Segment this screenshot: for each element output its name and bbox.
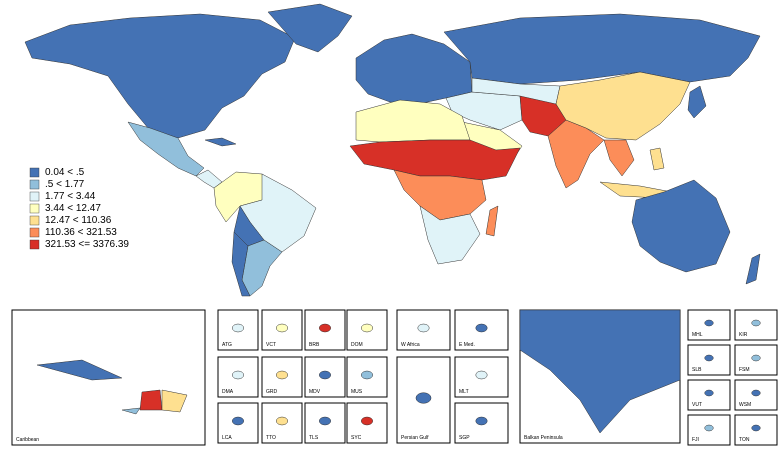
legend-label: .5 < 1.77 [45, 179, 85, 190]
inset-label: DMA [222, 389, 234, 395]
inset-land [751, 389, 761, 397]
inset-label: MLT [459, 389, 469, 395]
legend-swatch [29, 227, 40, 238]
inset-land [319, 416, 331, 426]
inset-land [704, 389, 714, 397]
inset-land [161, 389, 188, 413]
inset-label: TON [739, 437, 750, 443]
inset-label: MDV [309, 389, 321, 395]
world-map [24, 3, 761, 297]
greenland [267, 3, 353, 53]
central-africa [393, 169, 487, 221]
inset-land [704, 354, 714, 362]
inset-land [361, 323, 373, 333]
legend-swatch [29, 215, 40, 226]
inset-label: GRD [266, 389, 278, 395]
inset-land [704, 319, 714, 327]
north-america [24, 13, 296, 139]
legend-label: 1.77 < 3.44 [45, 191, 96, 202]
inset-label: ATG [222, 342, 232, 348]
inset-land [417, 323, 430, 333]
madagascar [485, 205, 499, 237]
inset-label: SLB [692, 367, 702, 373]
inset-land [276, 323, 288, 333]
legend-label: 12.47 < 110.36 [45, 215, 112, 226]
inset-label: Persian Gulf [401, 435, 429, 441]
inset-land [475, 323, 488, 333]
legend-label: 321.53 <= 3376.39 [45, 239, 129, 250]
inset-label: WSM [739, 402, 751, 408]
inset-label: KIR [739, 332, 748, 338]
inset-land [751, 354, 761, 362]
southern-africa [419, 205, 481, 265]
inset-land [704, 424, 714, 432]
japan [687, 85, 707, 119]
inset-label: TLS [309, 435, 319, 441]
inset-label: VCT [266, 342, 276, 348]
inset-label: TTO [266, 435, 276, 441]
legend: 0.04 < .5.5 < 1.771.77 < 3.443.44 < 12.4… [29, 167, 129, 250]
inset-label: SYC [351, 435, 362, 441]
legend-swatch [29, 191, 40, 202]
inset-label: MUS [351, 389, 363, 395]
inset-label: VUT [692, 402, 702, 408]
legend-swatch [29, 239, 40, 250]
cuba [204, 137, 237, 147]
inset-land [232, 370, 244, 380]
inset-land [319, 370, 331, 380]
insets: Caribbean ATG VCT BRB DOM DMA GRD MDV MUS LCA TTO T… [11, 309, 778, 446]
inset-label: LCA [222, 435, 232, 441]
inset-land [276, 370, 288, 380]
inset-land [319, 323, 331, 333]
philippines [649, 147, 665, 171]
inset-label: SGP [459, 435, 470, 441]
legend-label: 110.36 < 321.53 [45, 227, 117, 238]
inset-label: E Med. [459, 342, 475, 348]
inset-box [454, 356, 509, 398]
inset-land [361, 370, 373, 380]
inset-land [475, 370, 488, 380]
inset-land [232, 323, 244, 333]
china [555, 71, 691, 141]
inset-land [519, 309, 681, 434]
se-asia [603, 139, 635, 177]
chile [231, 231, 251, 297]
legend-swatch [29, 203, 40, 214]
legend-label: 0.04 < .5 [45, 167, 85, 178]
inset-land [475, 416, 488, 426]
inset-label: FSM [739, 367, 750, 373]
inset-box [687, 379, 731, 411]
inset-label: DOM [351, 342, 363, 348]
russia [443, 13, 761, 85]
argentina [241, 239, 283, 297]
inset-label: Balkan Peninsula [524, 435, 563, 441]
inset-land [36, 359, 123, 381]
inset-land [361, 416, 373, 426]
inset-land [751, 319, 761, 327]
inset-land [415, 392, 432, 404]
inset-label: W Africa [401, 342, 420, 348]
inset-land [751, 424, 761, 432]
inset-land [121, 407, 141, 415]
inset-label: BRB [309, 342, 320, 348]
inset-land [232, 416, 244, 426]
legend-swatch [29, 179, 40, 190]
inset-label: Caribbean [16, 437, 39, 443]
inset-box [687, 309, 731, 341]
inset-land [139, 389, 163, 411]
inset-label: MHL [692, 332, 703, 338]
new-zealand [745, 253, 761, 285]
inset-label: FJI [692, 437, 699, 443]
australia [631, 179, 731, 273]
inset-land [276, 416, 288, 426]
mexico [127, 121, 205, 177]
legend-label: 3.44 < 12.47 [45, 203, 101, 214]
legend-swatch [29, 167, 40, 178]
